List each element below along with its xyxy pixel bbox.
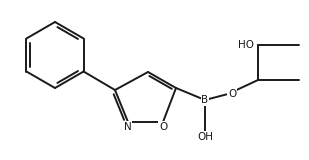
Text: HO: HO [238, 40, 254, 50]
Text: N: N [124, 122, 132, 132]
Text: O: O [228, 89, 236, 99]
Text: B: B [201, 95, 209, 105]
Text: O: O [159, 122, 167, 132]
Text: OH: OH [197, 132, 213, 142]
